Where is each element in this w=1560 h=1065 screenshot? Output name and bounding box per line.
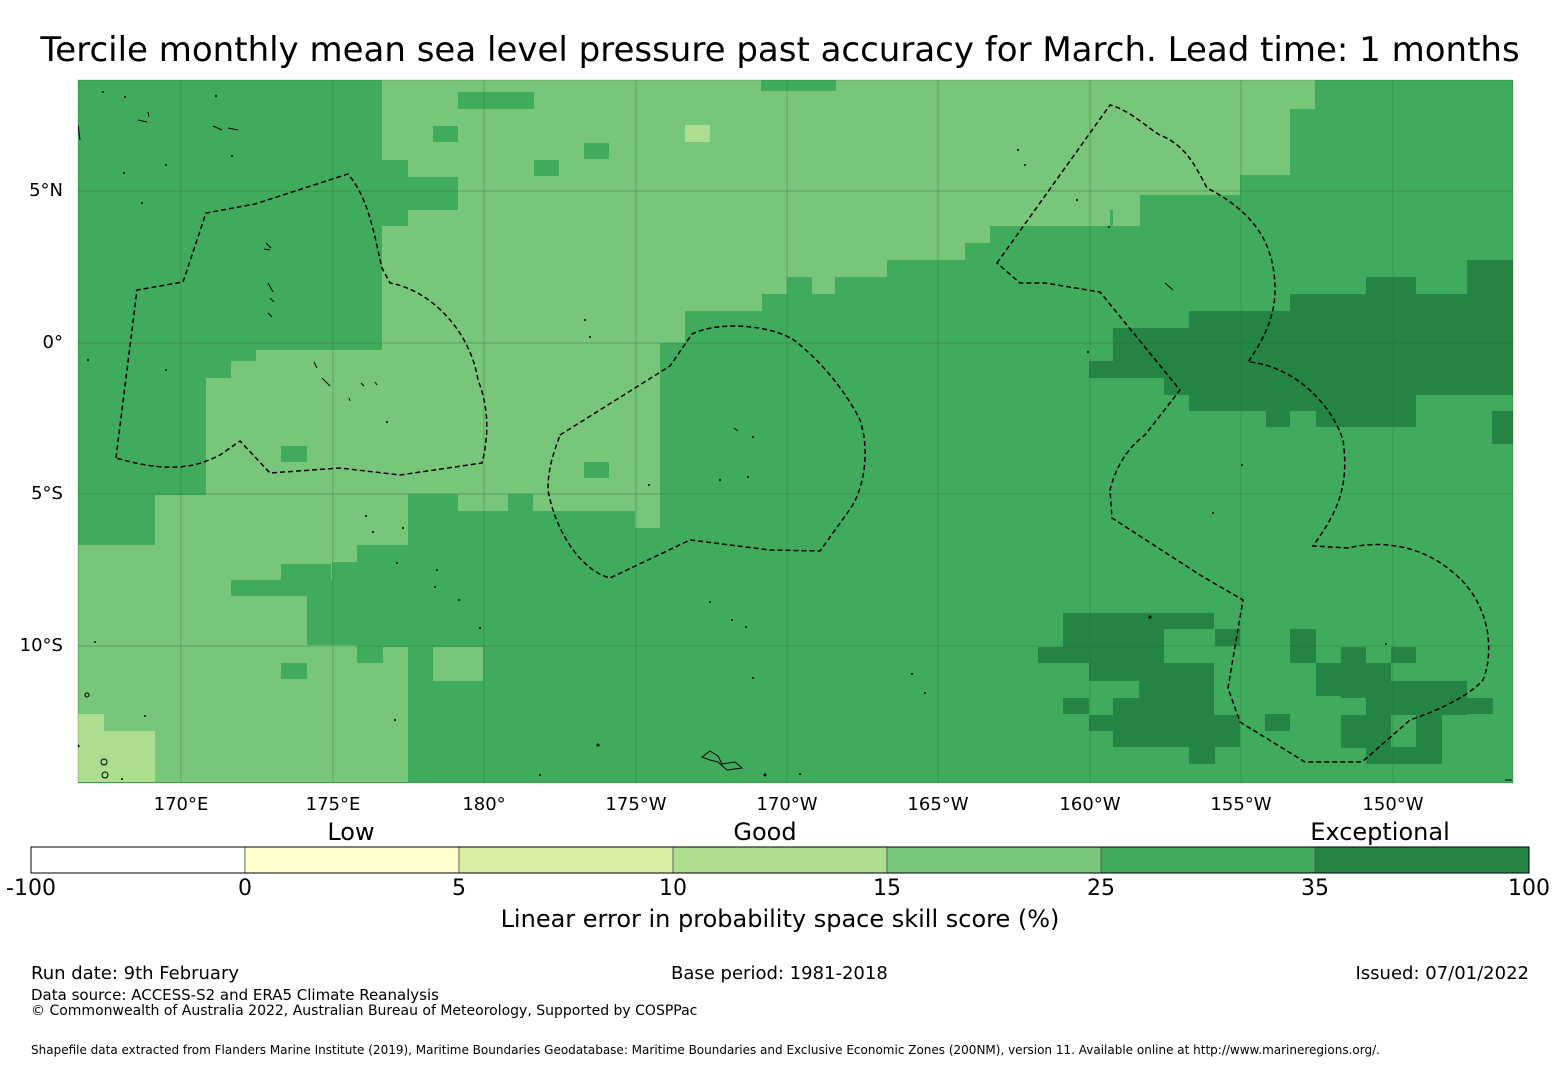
lon-label-170e: 170°E: [153, 794, 209, 815]
eez-boundaries: [115, 104, 1490, 763]
skill-zone-10-15-sw: [78, 714, 155, 782]
colorbar-segment: [1100, 846, 1316, 874]
data-source: Data source: ACCESS-S2 and ERA5 Climate …: [31, 986, 439, 1004]
colorbar-segment: [672, 846, 888, 874]
lon-label-150w: 150°W: [1362, 794, 1424, 815]
colorbar-tick: 25: [1087, 876, 1115, 901]
skill-zone-15-25: [78, 80, 1340, 782]
colorbar-segment: [458, 846, 674, 874]
lat-label-0: 0°: [42, 332, 63, 353]
category-good: Good: [733, 818, 797, 846]
lon-label-175w: 175°W: [605, 794, 667, 815]
island-dots: [78, 91, 1387, 780]
lon-label-170w: 170°W: [756, 794, 818, 815]
lon-label-160w: 160°W: [1059, 794, 1121, 815]
colorbar-tick: 0: [238, 876, 252, 901]
colorbar-border: [30, 846, 1530, 874]
category-exceptional: Exceptional: [1310, 818, 1450, 846]
lon-label-165w: 165°W: [907, 794, 969, 815]
colorbar: [30, 846, 1530, 874]
issued-date: Issued: 07/01/2022: [1355, 963, 1529, 984]
page-title: Tercile monthly mean sea level pressure …: [40, 30, 1520, 70]
colorbar-tick: 10: [659, 876, 687, 901]
colorbar-tick: 100: [1508, 876, 1550, 901]
colorbar-tick: 5: [452, 876, 466, 901]
colorbar-segment: [1314, 846, 1530, 874]
map-frame: [77, 79, 1514, 784]
colorbar-segment: [886, 846, 1102, 874]
colorbar-segment: [244, 846, 460, 874]
copyright: © Commonwealth of Australia 2022, Austra…: [31, 1003, 698, 1019]
colorbar-title: Linear error in probability space skill …: [500, 905, 1060, 933]
lon-label-180: 180°: [462, 794, 506, 815]
lat-label-5s: 5°S: [31, 483, 63, 504]
colorbar-tick: 15: [873, 876, 901, 901]
island-outlines: [78, 111, 1512, 781]
graticule: [78, 80, 1513, 783]
skill-zone-10-15: [685, 125, 710, 142]
lon-label-175e: 175°E: [305, 794, 361, 815]
run-date: Run date: 9th February: [31, 963, 240, 984]
lat-label-10s: 10°S: [19, 635, 63, 656]
category-low: Low: [327, 818, 375, 846]
lon-label-155w: 155°W: [1210, 794, 1272, 815]
base-period: Base period: 1981-2018: [671, 963, 888, 984]
lat-label-5n: 5°N: [29, 180, 63, 201]
shapefile-credit: Shapefile data extracted from Flanders M…: [31, 1043, 1380, 1057]
colorbar-tick: -100: [6, 876, 56, 901]
colorbar-tick: 35: [1301, 876, 1329, 901]
skill-zone-25-35: [78, 80, 1513, 782]
colorbar-segment: [30, 846, 246, 874]
